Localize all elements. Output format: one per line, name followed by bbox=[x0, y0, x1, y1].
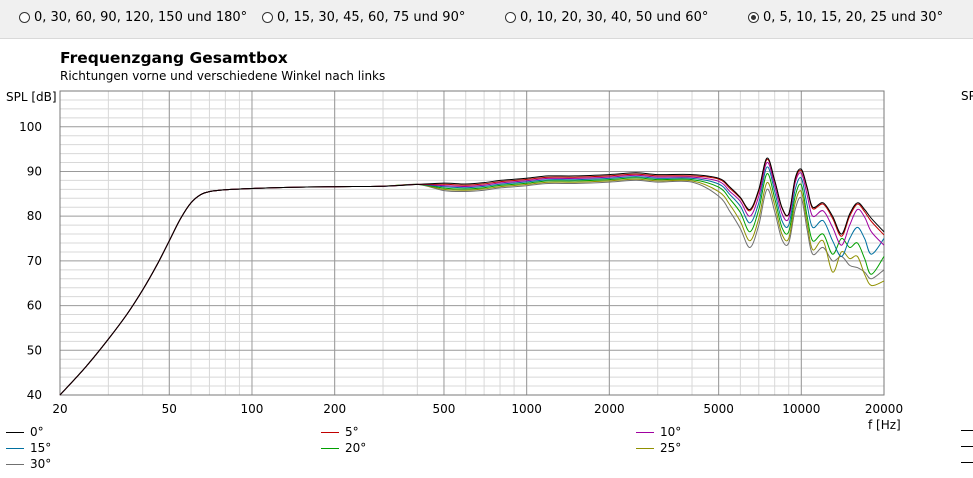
next-chart-legend-swatch bbox=[961, 462, 973, 463]
legend-item: 20° bbox=[321, 441, 366, 455]
x-axis-label: f [Hz] bbox=[868, 418, 901, 432]
radio-indicator bbox=[19, 11, 30, 23]
series-line-0deg bbox=[59, 157, 885, 396]
angle-selection-toolbar: 0, 30, 60, 90, 120, 150 und 180° 0, 15, … bbox=[0, 0, 973, 39]
radio-indicator-selected bbox=[748, 11, 759, 23]
radio-label: 0, 30, 60, 90, 120, 150 und 180° bbox=[34, 9, 248, 25]
angle-option-0-90[interactable]: 0, 15, 30, 45, 60, 75 und 90° bbox=[262, 8, 465, 26]
y-tick-label: 60 bbox=[27, 299, 42, 313]
x-tick-label: 20000 bbox=[865, 402, 903, 416]
x-tick-label: 100 bbox=[241, 402, 264, 416]
legend-swatch bbox=[636, 447, 654, 449]
legend-swatch bbox=[321, 431, 339, 433]
legend-swatch bbox=[321, 447, 339, 449]
x-tick-label: 1000 bbox=[511, 402, 542, 416]
radio-indicator bbox=[505, 11, 516, 23]
legend-label: 15° bbox=[30, 441, 52, 455]
legend-item: 15° bbox=[6, 441, 51, 455]
legend-item: 10° bbox=[636, 425, 681, 439]
legend-swatch bbox=[6, 431, 24, 433]
x-tick-label: 20 bbox=[52, 402, 67, 416]
legend-swatch bbox=[6, 463, 24, 465]
radio-label: 0, 10, 20, 30, 40, 50 und 60° bbox=[520, 9, 709, 25]
legend-item: 30° bbox=[6, 457, 51, 471]
legend-label: 25° bbox=[660, 441, 682, 455]
legend-swatch bbox=[6, 447, 24, 449]
legend-label: 0° bbox=[30, 425, 44, 439]
radio-indicator bbox=[262, 11, 273, 23]
y-tick-label: 50 bbox=[27, 343, 42, 357]
chart-title: Frequenzgang Gesamtbox bbox=[60, 49, 288, 67]
x-tick-label: 5000 bbox=[703, 402, 734, 416]
angle-option-0-180[interactable]: 0, 30, 60, 90, 120, 150 und 180° bbox=[19, 8, 247, 26]
y-tick-label: 70 bbox=[27, 254, 42, 268]
plot-border bbox=[59, 90, 885, 396]
angle-option-0-60[interactable]: 0, 10, 20, 30, 40, 50 und 60° bbox=[505, 8, 708, 26]
legend-item: 25° bbox=[636, 441, 681, 455]
next-chart-axis-label: SPL bbox=[961, 89, 973, 103]
legend-label: 30° bbox=[30, 457, 52, 471]
x-tick-label: 2000 bbox=[594, 402, 625, 416]
y-tick-label: 80 bbox=[27, 209, 42, 223]
angle-option-0-30[interactable]: 0, 5, 10, 15, 20, 25 und 30° bbox=[748, 8, 943, 26]
x-tick-label: 50 bbox=[162, 402, 177, 416]
radio-label: 0, 15, 30, 45, 60, 75 und 90° bbox=[277, 9, 466, 25]
chart-subtitle: Richtungen vorne und verschiedene Winkel… bbox=[60, 69, 386, 83]
x-tick-label: 10000 bbox=[782, 402, 820, 416]
legend-label: 5° bbox=[345, 425, 359, 439]
y-axis-label: SPL [dB] bbox=[6, 90, 57, 104]
x-tick-label: 500 bbox=[433, 402, 456, 416]
legend-item: 5° bbox=[321, 425, 359, 439]
y-tick-label: 40 bbox=[27, 388, 42, 402]
next-chart-legend-swatch bbox=[961, 430, 973, 431]
y-tick-label: 90 bbox=[27, 164, 42, 178]
x-tick-label: 200 bbox=[323, 402, 346, 416]
legend-item: 0° bbox=[6, 425, 44, 439]
radio-label: 0, 5, 10, 15, 20, 25 und 30° bbox=[763, 9, 944, 25]
legend-swatch bbox=[636, 431, 654, 433]
next-chart-legend-swatch bbox=[961, 446, 973, 447]
legend-label: 10° bbox=[660, 425, 682, 439]
y-tick-label: 100 bbox=[19, 120, 42, 134]
legend-label: 20° bbox=[345, 441, 367, 455]
